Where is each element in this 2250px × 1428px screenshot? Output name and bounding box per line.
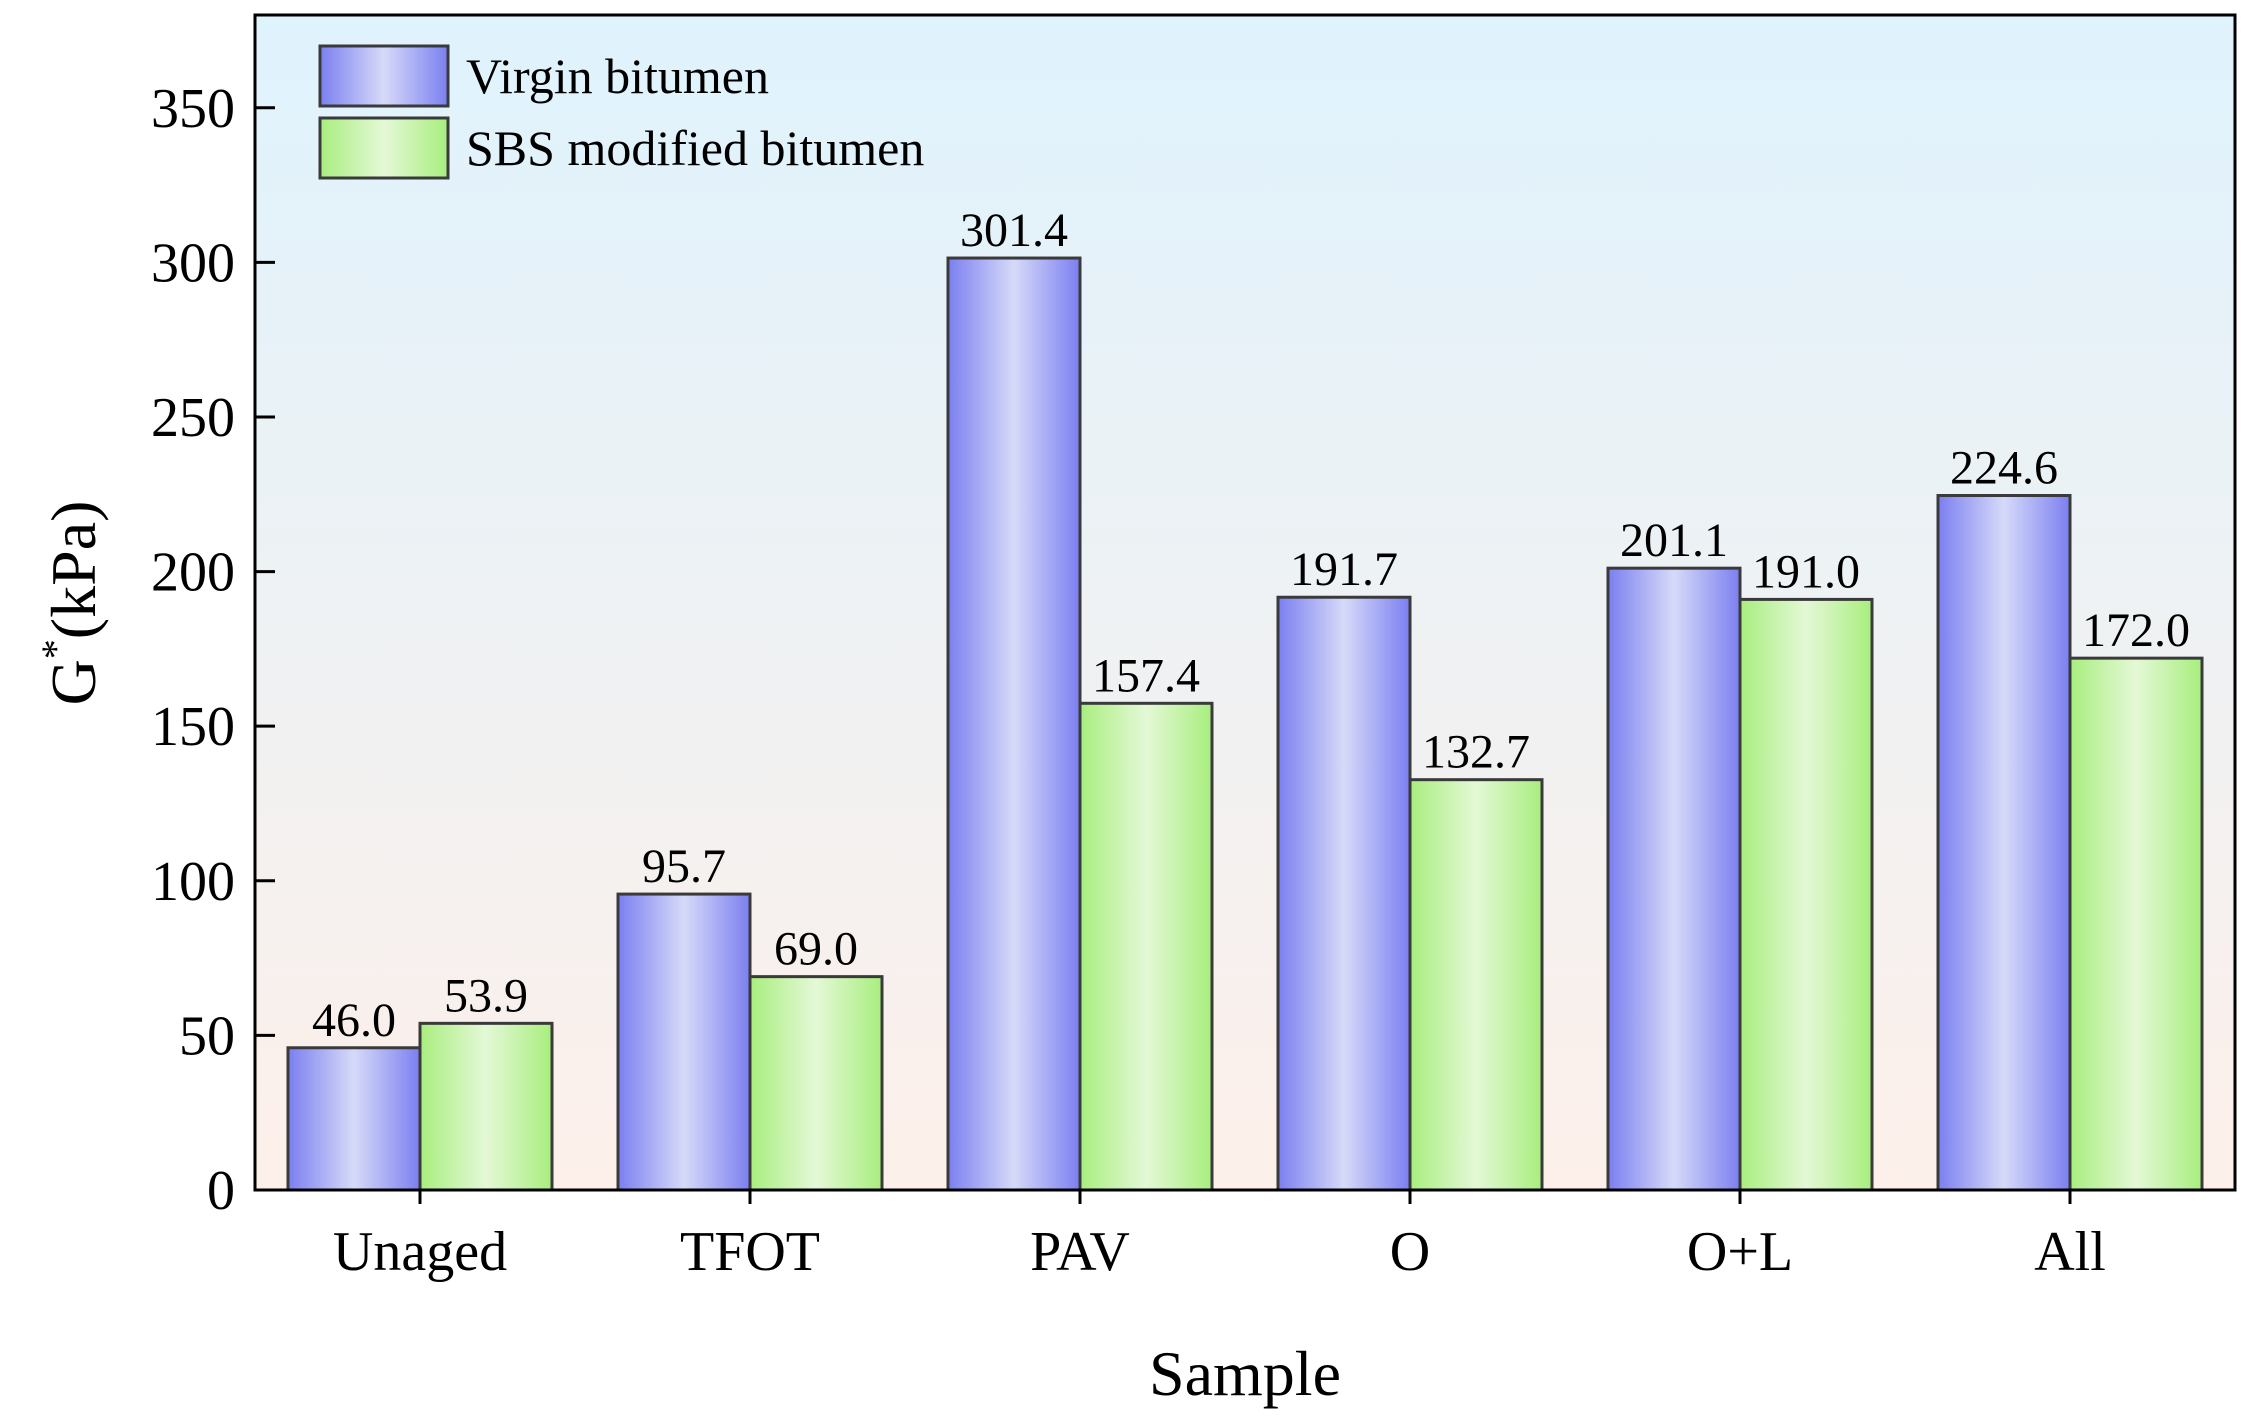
data-label-sbs-o: 132.7	[1422, 726, 1530, 779]
x-tick-label-all: All	[2034, 1221, 2106, 1283]
y-tick-label-350: 350	[151, 78, 235, 140]
y-tick-label-200: 200	[151, 542, 235, 604]
data-label-sbs-unaged: 53.9	[444, 969, 528, 1022]
bar-virgin-o-l	[1606, 566, 1742, 1192]
y-axis-title-main: G	[38, 659, 109, 705]
x-tick-label-tfot: TFOT	[680, 1221, 820, 1283]
data-label-virgin-all: 224.6	[1950, 442, 2058, 495]
bar-sbs-tfot	[748, 975, 884, 1192]
bar-virgin-unaged	[286, 1046, 422, 1192]
data-label-virgin-tfot: 95.7	[642, 840, 726, 893]
y-tick-label-250: 250	[151, 387, 235, 449]
bar-virgin-pav	[946, 256, 1082, 1192]
y-tick-label-150: 150	[151, 696, 235, 758]
data-label-sbs-all: 172.0	[2082, 604, 2190, 657]
y-axis-title: G*(kPa)	[33, 501, 109, 706]
y-tick-label-300: 300	[151, 232, 235, 294]
x-tick-label-pav: PAV	[1030, 1221, 1130, 1283]
x-tick-label-unaged: Unaged	[333, 1221, 507, 1283]
bar-virgin-o	[1276, 595, 1412, 1192]
bar-virgin-tfot	[616, 892, 752, 1192]
bar-sbs-all	[2068, 656, 2204, 1192]
data-label-virgin-o: 191.7	[1290, 543, 1398, 596]
data-label-virgin-unaged: 46.0	[312, 994, 396, 1047]
legend-swatch-sbs	[318, 116, 450, 180]
y-tick-label-100: 100	[151, 851, 235, 913]
legend-label-virgin: Virgin bitumen	[466, 48, 769, 104]
plot-background	[255, 15, 2235, 1190]
legend-label-sbs: SBS modified bitumen	[466, 120, 924, 176]
bar-virgin-all	[1936, 494, 2072, 1192]
bar-sbs-o-l	[1738, 597, 1874, 1192]
legend: Virgin bitumen SBS modified bitumen	[318, 44, 924, 180]
y-tick-label-0: 0	[207, 1160, 235, 1222]
bar-sbs-o	[1408, 778, 1544, 1192]
x-axis-ticks: Unaged TFOT PAV O O+L All	[333, 1190, 2106, 1283]
data-label-virgin-o-l: 201.1	[1620, 514, 1728, 567]
bar-sbs-unaged	[418, 1021, 554, 1192]
data-label-sbs-o-l: 191.0	[1752, 545, 1860, 598]
legend-swatch-virgin	[318, 44, 450, 108]
plot-frame	[253, 13, 2237, 1192]
bars-layer	[286, 256, 2204, 1192]
y-tick-label-50: 50	[179, 1005, 235, 1067]
data-labels-layer: 46.0 53.9 95.7 69.0 301.4 157.4 191.7 132.7 201.…	[312, 204, 2190, 1047]
x-tick-label-o-l: O+L	[1687, 1221, 1793, 1283]
data-label-virgin-pav: 301.4	[960, 204, 1068, 257]
bar-sbs-pav	[1078, 701, 1214, 1192]
y-axis-title-unit: (kPa)	[38, 501, 109, 640]
y-axis-title-sup: *	[33, 639, 78, 659]
data-label-sbs-pav: 157.4	[1092, 649, 1200, 702]
x-tick-label-o: O	[1390, 1221, 1430, 1283]
x-axis-title: Sample	[1149, 1338, 1341, 1409]
data-label-sbs-tfot: 69.0	[774, 923, 858, 976]
y-axis-ticks: 0 50 100 150 200 250 300 350	[151, 78, 275, 1222]
